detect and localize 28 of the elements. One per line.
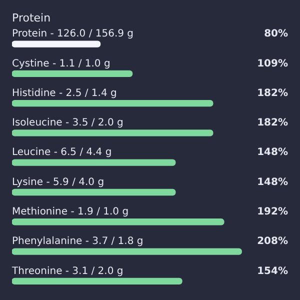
y-tick-label: Leucine - 6.5 / 4.4 g [12, 147, 112, 158]
bar [12, 188, 176, 196]
data-label: 80% [264, 28, 288, 40]
data-label: 182% [257, 118, 288, 129]
bar [12, 130, 214, 136]
bar [12, 218, 224, 226]
data-label: 192% [257, 206, 288, 218]
data-label: 208% [257, 236, 288, 248]
data-label: 109% [257, 58, 288, 70]
bar [12, 40, 101, 48]
data-label: 148% [257, 176, 288, 188]
y-tick-label: Cystine - 1.1 / 1.0 g [12, 58, 110, 70]
y-tick-label: Lysine - 5.9 / 4.0 g [12, 176, 104, 188]
data-label: 182% [257, 88, 288, 99]
chart-title: Protein [12, 11, 51, 24]
data-label: 154% [257, 266, 288, 277]
y-tick-label: Protein - 126.0 / 156.9 g [12, 28, 134, 40]
bar [12, 159, 176, 166]
y-tick-label: Phenylalanine - 3.7 / 1.8 g [12, 236, 144, 248]
y-tick-label: Methionine - 1.9 / 1.0 g [12, 206, 129, 218]
y-tick-label: Threonine - 3.1 / 2.0 g [11, 266, 124, 277]
y-tick-label: Isoleucine - 3.5 / 2.0 g [12, 118, 124, 129]
bar [12, 70, 133, 77]
bar [12, 100, 214, 107]
bar [12, 248, 242, 255]
bar [12, 278, 182, 285]
y-tick-label: Histidine - 2.5 / 1.4 g [12, 88, 117, 99]
data-label: 148% [257, 147, 288, 158]
